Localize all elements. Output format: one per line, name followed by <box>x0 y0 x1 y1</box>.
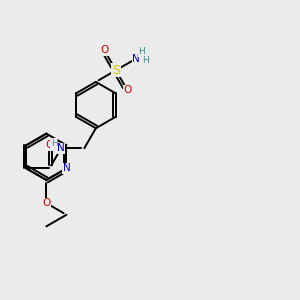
Text: H: H <box>139 47 145 56</box>
Text: O: O <box>123 85 132 95</box>
Text: O: O <box>45 140 54 150</box>
Text: N: N <box>63 164 70 173</box>
Text: H: H <box>142 56 149 64</box>
Text: N: N <box>57 143 65 153</box>
Text: O: O <box>100 45 108 55</box>
Text: S: S <box>112 64 120 77</box>
Text: H: H <box>51 139 58 148</box>
Text: O: O <box>42 198 50 208</box>
Text: N: N <box>132 54 140 64</box>
